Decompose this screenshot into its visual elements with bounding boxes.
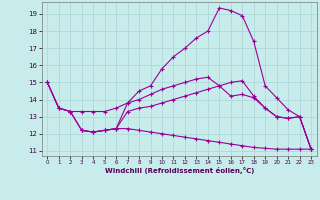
X-axis label: Windchill (Refroidissement éolien,°C): Windchill (Refroidissement éolien,°C) [105, 167, 254, 174]
